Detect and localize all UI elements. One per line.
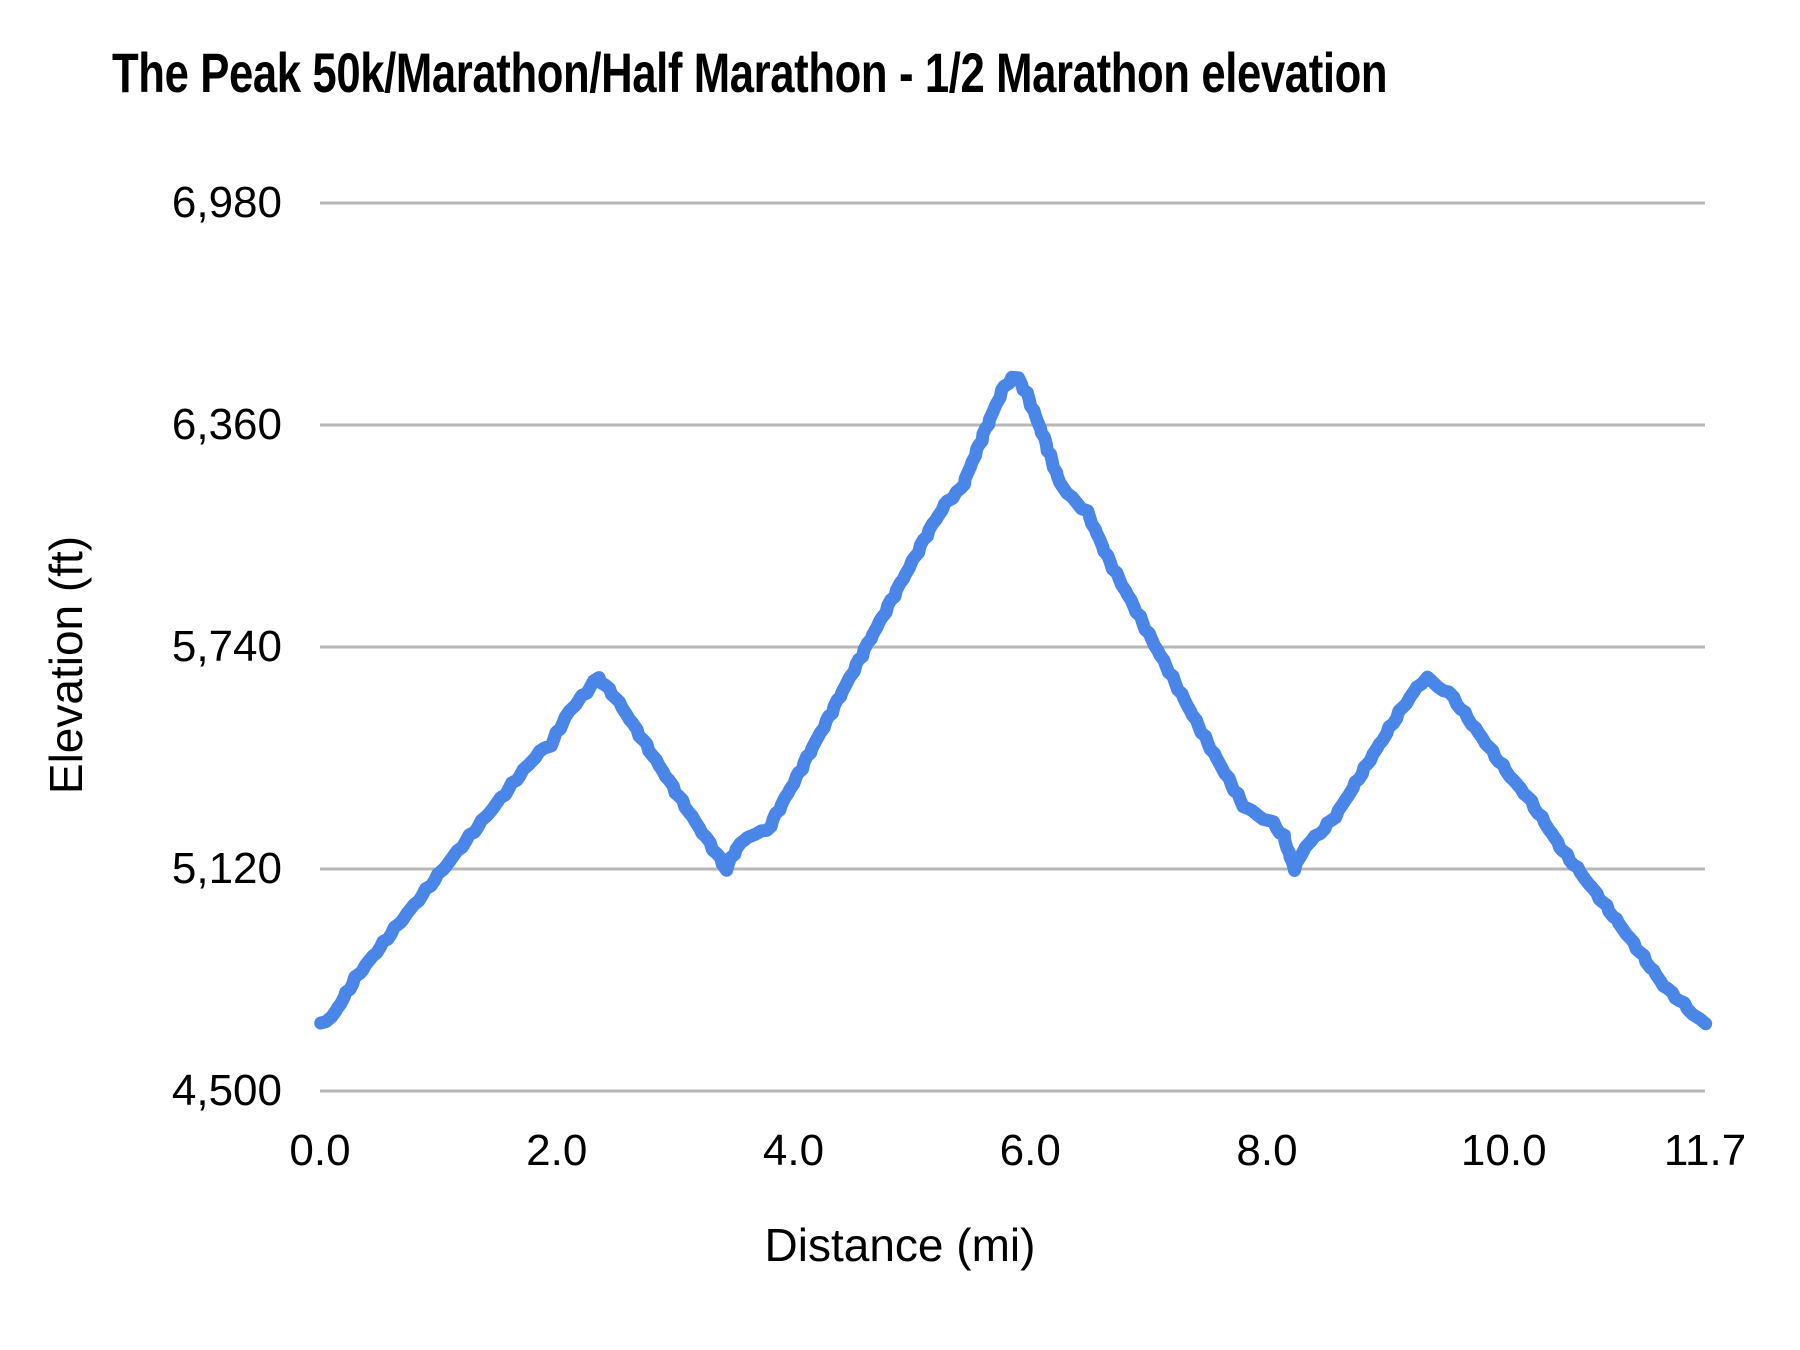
y-tick-label: 6,980 xyxy=(171,178,282,227)
x-tick-label: 8.0 xyxy=(1236,1126,1298,1175)
x-tick-label: 4.0 xyxy=(762,1126,825,1175)
chart-title: The Peak 50k/Marathon/Half Marathon - 1/… xyxy=(112,41,1388,104)
y-tick-label: 6,360 xyxy=(171,400,282,449)
elevation-series-line xyxy=(314,370,1713,1031)
x-tick-label: 10.0 xyxy=(1460,1126,1547,1175)
x-tick-label: 6.0 xyxy=(999,1126,1061,1175)
y-tick-label: 5,120 xyxy=(171,844,282,893)
y-tick-label: 5,740 xyxy=(171,622,282,671)
x-axis-title: Distance (mi) xyxy=(764,1219,1036,1271)
x-tick-label: 0.0 xyxy=(289,1126,351,1175)
y-tick-label: 4,500 xyxy=(171,1066,282,1115)
gridlines xyxy=(320,201,1705,1093)
x-tick-label: 11.7 xyxy=(1663,1126,1747,1175)
x-tick-label: 2.0 xyxy=(526,1126,588,1175)
